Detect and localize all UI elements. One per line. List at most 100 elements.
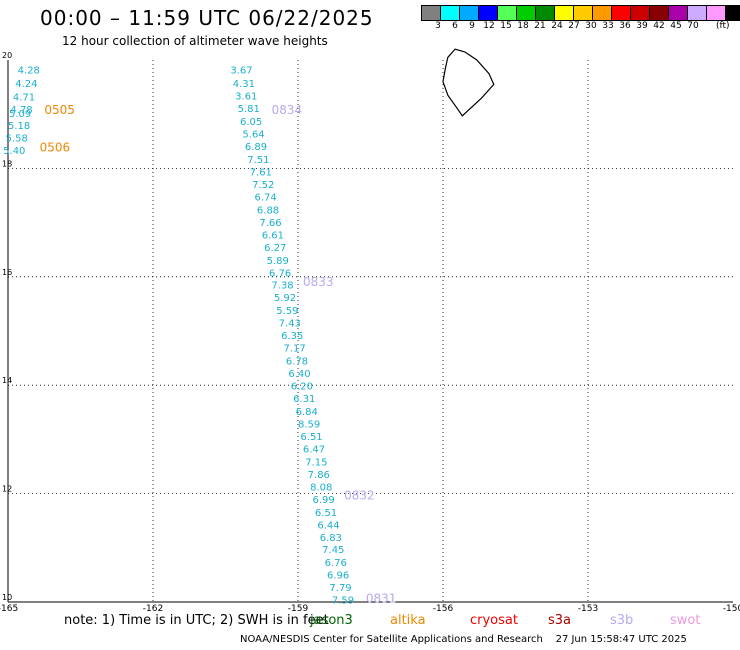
wave-height-value: 5.92 (274, 293, 296, 304)
units-note: note: 1) Time is in UTC; 2) SWH is in fe… (64, 613, 329, 628)
y-tick-label: 12 (2, 485, 12, 494)
y-tick-label: 14 (2, 376, 12, 385)
legend-label: 45 (670, 21, 682, 31)
wave-height-value: 5.40 (3, 146, 25, 157)
wave-height-value: 8.59 (298, 419, 320, 430)
wave-height-map: -165 -162 -159 -156 -153 -150 20 18 16 14 12 10 4.28… (0, 48, 740, 614)
wave-height-value: 6.51 (300, 432, 322, 443)
wave-height-value: 5.89 (267, 256, 289, 267)
wave-height-value: 3.67 (230, 66, 252, 77)
satellite-s3b: s3b (610, 613, 634, 628)
legend-label: 27 (568, 21, 580, 31)
x-tick-label: -162 (143, 604, 163, 614)
wave-height-value: 7.45 (322, 545, 344, 556)
legend-label: 15 (500, 21, 512, 31)
x-tick-label: -165 (0, 604, 18, 614)
legend-label: 42 (653, 21, 665, 31)
legend-label: 12 (483, 21, 495, 31)
wave-height-value: 4.78 (10, 105, 32, 116)
wave-height-value: 6.61 (262, 230, 284, 241)
credit-text: NOAA/NESDIS Center for Satellite Applica… (240, 634, 543, 645)
wave-height-value: 6.74 (255, 192, 277, 203)
wave-height-value: 3.61 (235, 92, 257, 103)
x-tick-label: -153 (578, 604, 598, 614)
timestamp-text: 27 Jun 15:58:47 UTC 2025 (555, 634, 687, 645)
wave-height-value: 6.88 (257, 205, 279, 216)
legend-label: 36 (619, 21, 631, 31)
pass-time-label: 0506 (40, 141, 71, 155)
color-legend (421, 5, 740, 21)
map-title: 00:00 – 11:59 UTC 06/22/2025 (40, 6, 374, 30)
wave-height-value: 6.96 (327, 571, 349, 582)
wave-height-value: 7.86 (308, 470, 330, 481)
legend-swatch (725, 5, 740, 21)
wave-height-value: 8.08 (310, 482, 332, 493)
legend-label: 30 (585, 21, 597, 31)
wave-height-value: 6.27 (264, 243, 286, 254)
wave-height-value: 6.76 (325, 558, 347, 569)
wave-height-value: 6.83 (320, 533, 342, 544)
wave-height-value: 6.20 (291, 382, 313, 393)
y-tick-label: 10 (2, 593, 12, 602)
legend-label: 6 (452, 21, 458, 31)
wave-height-value: 6.76 (269, 268, 291, 279)
wave-height-value: 4.24 (15, 79, 37, 90)
wave-height-value: 5.59 (276, 306, 298, 317)
legend-label: 24 (551, 21, 563, 31)
wave-height-value: 7.17 (284, 344, 306, 355)
wave-height-value: 5.09 (9, 109, 31, 120)
wave-height-value: 7.38 (271, 281, 293, 292)
wave-height-value: 5.58 (6, 133, 28, 144)
pass-time-label: 0833 (303, 275, 334, 289)
wave-height-value: 7.52 (252, 180, 274, 191)
pass-time-label: 0831 (366, 592, 397, 606)
footer-credit: NOAA/NESDIS Center for Satellite Applica… (240, 634, 687, 645)
pass-time-label: 0505 (44, 103, 75, 117)
wave-height-value: 6.31 (293, 394, 315, 405)
wave-height-value: 5.64 (242, 130, 264, 141)
wave-height-value: 7.43 (279, 319, 301, 330)
x-tick-label: -150 (723, 604, 740, 614)
wave-height-value: 7.15 (305, 457, 327, 468)
satellite-jason3: jason3 (310, 613, 353, 628)
legend-label: 3 (435, 21, 441, 31)
satellite-swot: swot (670, 613, 701, 628)
wave-height-value: 6.40 (288, 369, 310, 380)
satellite-cryosat: cryosat (470, 613, 518, 628)
y-tick-label: 16 (2, 268, 12, 277)
satellite-altika: altika (390, 613, 426, 628)
wave-height-value: 6.05 (240, 117, 262, 128)
wave-height-value: 6.99 (313, 495, 335, 506)
wave-height-value: 4.71 (13, 93, 35, 104)
wave-height-value: 6.89 (245, 142, 267, 153)
wave-height-value: 7.61 (250, 167, 272, 178)
legend-label: 18 (517, 21, 529, 31)
pass-time-label: 0834 (272, 103, 303, 117)
wave-height-value: 6.47 (303, 444, 325, 455)
map-subtitle: 12 hour collection of altimeter wave hei… (62, 34, 328, 48)
x-tick-label: -156 (433, 604, 454, 614)
wave-height-value: 6.44 (317, 520, 339, 531)
island-outline (442, 48, 495, 117)
wave-height-value: 7.79 (329, 583, 351, 594)
wave-height-value: 4.28 (18, 66, 40, 77)
wave-height-value: 7.66 (259, 218, 281, 229)
wave-height-value: 6.84 (296, 407, 318, 418)
wave-height-value: 7.59 (332, 596, 354, 607)
legend-labels: 3 6 9 12 15 18 21 24 27 30 33 36 39 42 45 70 (422, 21, 740, 33)
legend-label: 70 (687, 21, 699, 31)
wave-height-value: 6.35 (281, 331, 303, 342)
pass-time-label: 0832 (344, 489, 375, 503)
legend-label: 33 (602, 21, 614, 31)
wave-height-value: 4.31 (233, 79, 255, 90)
y-tick-label: 18 (2, 159, 12, 168)
x-tick-label: -159 (288, 604, 309, 614)
wave-height-value: 5.81 (238, 104, 260, 115)
wave-height-value: 7.51 (247, 155, 269, 166)
legend-label: 39 (636, 21, 648, 31)
wave-height-value: 6.78 (286, 357, 308, 368)
legend-label: 21 (534, 21, 546, 31)
wave-height-value: 6.51 (315, 508, 337, 519)
wave-height-value: 5.18 (8, 121, 30, 132)
legend-label: 9 (469, 21, 475, 31)
